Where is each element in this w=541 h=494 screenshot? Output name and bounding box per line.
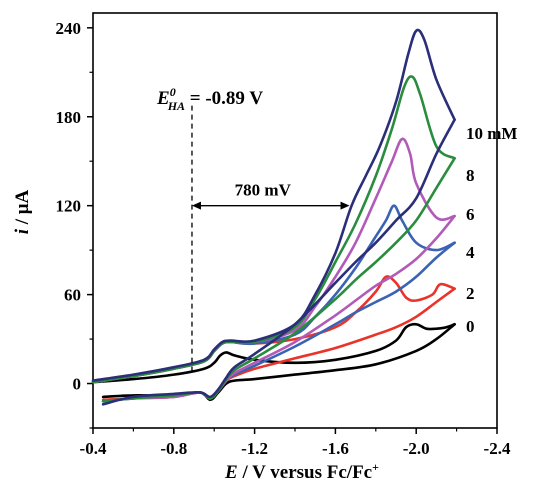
series-label-6: 6 — [466, 205, 475, 224]
cv-curve-8-forward — [91, 75, 456, 384]
series-label-10-mm: 10 mM — [466, 124, 517, 143]
series-label-2: 2 — [466, 284, 475, 303]
x-tick-label: -1.6 — [322, 439, 349, 458]
y-axis-title: i / μA — [12, 189, 33, 234]
y-tick-label: 0 — [73, 375, 82, 394]
series-labels: 0 2 4 6 8 10 mM — [466, 124, 517, 336]
x-axis-ticks: -0.4 -0.8 -1.2 -1.6 -2.0 -2.4 — [80, 428, 511, 458]
e0-label: E0 HA = -0.89 V — [156, 85, 263, 113]
y-tick-label: 60 — [64, 286, 81, 305]
x-tick-label: -2.0 — [403, 439, 430, 458]
series-label-0: 0 — [466, 317, 475, 336]
span-arrow-head-right — [340, 201, 350, 210]
x-tick-label: -1.2 — [241, 439, 268, 458]
cv-curve-2-forward — [91, 275, 456, 384]
series-label-8: 8 — [466, 166, 475, 185]
series-label-4: 4 — [466, 243, 475, 262]
x-tick-label: -2.4 — [484, 439, 511, 458]
cv-curve-10-mm-forward — [91, 28, 456, 382]
plot-border — [92, 12, 498, 429]
span-arrow-label: 780 mV — [235, 181, 292, 200]
cv-curves — [91, 28, 456, 406]
plot-frame — [92, 12, 498, 429]
x-axis-title: E / V versus Fc/Fc+ — [224, 460, 379, 483]
y-tick-label: 180 — [56, 108, 82, 127]
y-tick-label: 120 — [56, 197, 82, 216]
cv-curve-0-forward — [91, 322, 456, 384]
annotations: E0 HA = -0.89 V 780 mV — [156, 85, 350, 372]
span-arrow-head-left — [191, 201, 201, 210]
x-tick-label: -0.8 — [160, 439, 187, 458]
cv-curve-10-mm-reverse — [101, 118, 456, 406]
x-tick-label: -0.4 — [80, 439, 107, 458]
y-tick-label: 240 — [56, 19, 82, 38]
y-axis-ticks: 0 60 120 180 240 — [56, 19, 93, 429]
